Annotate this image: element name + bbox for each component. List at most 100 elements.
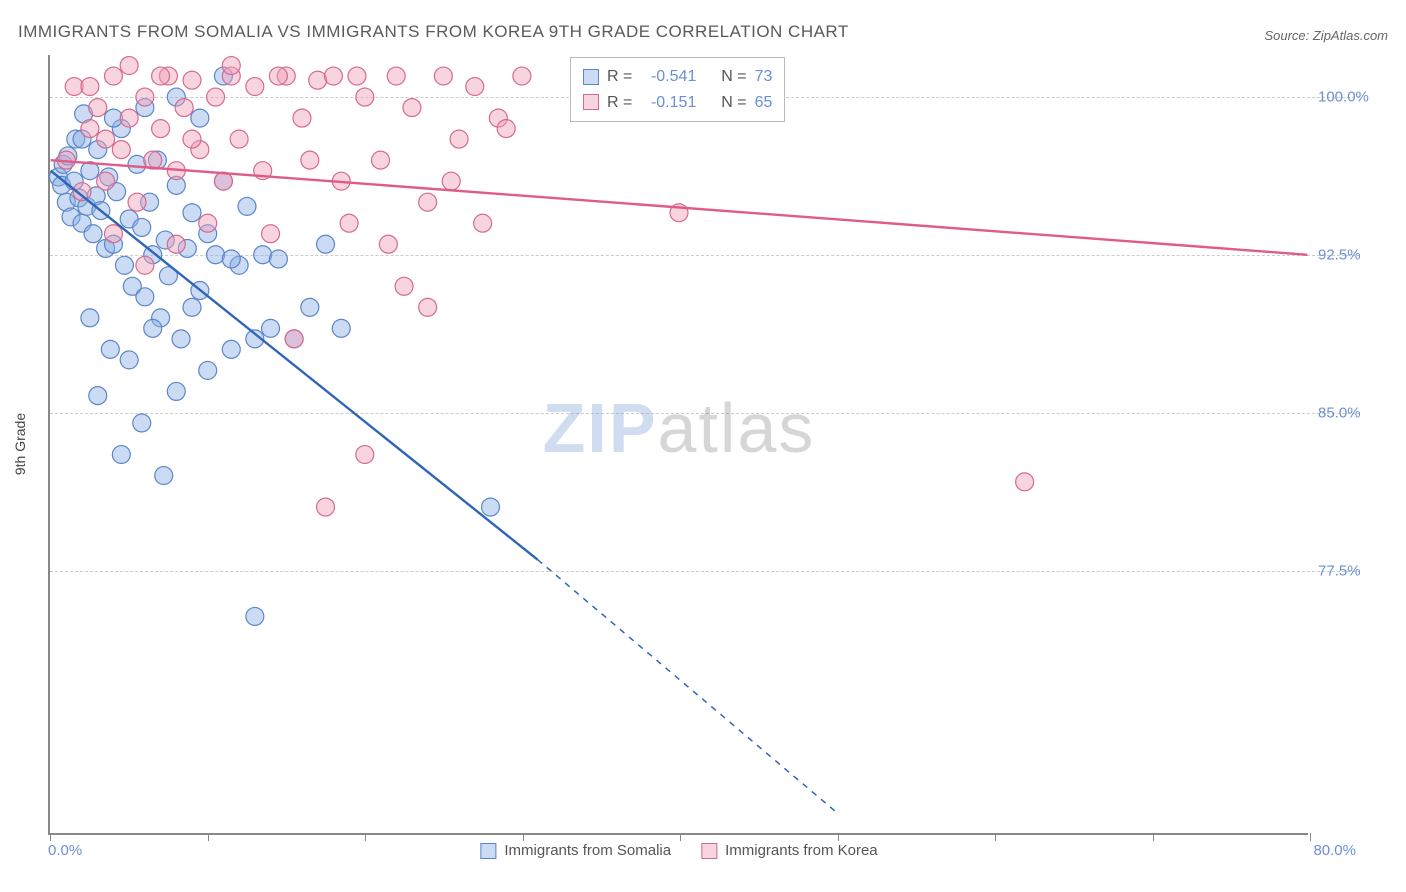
- x-tick: [365, 833, 366, 841]
- scatter-point-korea: [497, 120, 515, 138]
- scatter-point-korea: [112, 141, 130, 159]
- scatter-point-somalia: [246, 607, 264, 625]
- stats-r-value: -0.151: [640, 90, 696, 116]
- stats-r-label: R =: [607, 90, 632, 116]
- scatter-point-somalia: [332, 319, 350, 337]
- scatter-point-korea: [152, 120, 170, 138]
- scatter-point-korea: [104, 225, 122, 243]
- scatter-point-somalia: [222, 250, 240, 268]
- x-tick: [838, 833, 839, 841]
- scatter-point-somalia: [222, 340, 240, 358]
- scatter-point-korea: [395, 277, 413, 295]
- stats-legend-box: R = -0.541 N = 73R = -0.151 N = 65: [570, 57, 785, 122]
- scatter-point-somalia: [172, 330, 190, 348]
- scatter-point-korea: [356, 446, 374, 464]
- scatter-point-somalia: [101, 340, 119, 358]
- scatter-point-korea: [128, 193, 146, 211]
- stats-row-korea: R = -0.151 N = 65: [583, 90, 772, 116]
- scatter-point-korea: [1016, 473, 1034, 491]
- x-tick: [680, 833, 681, 841]
- stats-r-value: -0.541: [640, 64, 696, 90]
- scatter-point-korea: [152, 67, 170, 85]
- stats-swatch-icon: [583, 69, 599, 85]
- scatter-point-korea: [340, 214, 358, 232]
- scatter-point-korea: [136, 256, 154, 274]
- plot-area: 9th Grade 77.5%85.0%92.5%100.0% 0.0% 80.…: [48, 55, 1308, 835]
- scatter-point-korea: [301, 151, 319, 169]
- scatter-point-korea: [230, 130, 248, 148]
- scatter-point-somalia: [136, 288, 154, 306]
- scatter-point-somalia: [89, 387, 107, 405]
- scatter-point-korea: [356, 88, 374, 106]
- legend-label: Immigrants from Korea: [725, 842, 878, 859]
- scatter-point-somalia: [133, 414, 151, 432]
- scatter-point-korea: [97, 130, 115, 148]
- scatter-point-korea: [81, 120, 99, 138]
- scatter-point-somalia: [482, 498, 500, 516]
- x-tick: [50, 833, 51, 841]
- x-axis-max-label: 80.0%: [1313, 842, 1356, 859]
- scatter-point-somalia: [112, 446, 130, 464]
- scatter-point-korea: [293, 109, 311, 127]
- chart-title: IMMIGRANTS FROM SOMALIA VS IMMIGRANTS FR…: [18, 22, 849, 42]
- scatter-point-korea: [379, 235, 397, 253]
- scatter-point-korea: [136, 88, 154, 106]
- scatter-point-korea: [324, 67, 342, 85]
- scatter-point-korea: [269, 67, 287, 85]
- scatter-point-somalia: [133, 218, 151, 236]
- scatter-point-korea: [387, 67, 405, 85]
- scatter-point-korea: [419, 193, 437, 211]
- scatter-point-korea: [246, 78, 264, 96]
- scatter-point-korea: [120, 57, 138, 75]
- scatter-point-korea: [442, 172, 460, 190]
- scatter-point-korea: [120, 109, 138, 127]
- scatter-point-korea: [317, 498, 335, 516]
- scatter-point-somalia: [167, 382, 185, 400]
- stats-row-somalia: R = -0.541 N = 73: [583, 64, 772, 90]
- y-tick-label: 77.5%: [1318, 563, 1361, 580]
- scatter-point-korea: [372, 151, 390, 169]
- scatter-point-somalia: [207, 246, 225, 264]
- legend-item-korea: Immigrants from Korea: [701, 842, 878, 859]
- scatter-point-korea: [104, 67, 122, 85]
- scatter-point-somalia: [254, 246, 272, 264]
- scatter-point-korea: [167, 235, 185, 253]
- scatter-point-korea: [222, 57, 240, 75]
- scatter-point-korea: [434, 67, 452, 85]
- scatter-point-somalia: [84, 225, 102, 243]
- stats-swatch-icon: [583, 94, 599, 110]
- scatter-point-somalia: [155, 467, 173, 485]
- x-tick: [523, 833, 524, 841]
- scatter-point-somalia: [191, 109, 209, 127]
- scatter-point-somalia: [269, 250, 287, 268]
- scatter-point-korea: [309, 71, 327, 89]
- scatter-point-somalia: [120, 351, 138, 369]
- scatter-point-somalia: [183, 204, 201, 222]
- x-tick: [995, 833, 996, 841]
- scatter-point-korea: [214, 172, 232, 190]
- x-tick: [208, 833, 209, 841]
- stats-n-value: 65: [755, 90, 773, 116]
- scatter-point-somalia: [115, 256, 133, 274]
- stats-n-value: 73: [755, 64, 773, 90]
- legend-label: Immigrants from Somalia: [504, 842, 671, 859]
- scatter-point-korea: [97, 172, 115, 190]
- scatter-point-somalia: [262, 319, 280, 337]
- scatter-point-korea: [450, 130, 468, 148]
- y-tick-label: 92.5%: [1318, 247, 1361, 264]
- scatter-point-somalia: [128, 155, 146, 173]
- scatter-point-korea: [175, 99, 193, 117]
- legend-item-somalia: Immigrants from Somalia: [480, 842, 671, 859]
- legend-bottom: Immigrants from Somalia Immigrants from K…: [480, 842, 877, 859]
- scatter-point-korea: [285, 330, 303, 348]
- scatter-point-korea: [199, 214, 217, 232]
- scatter-point-somalia: [144, 319, 162, 337]
- scatter-point-korea: [474, 214, 492, 232]
- y-axis-title: 9th Grade: [12, 413, 28, 475]
- stats-n-label: N =: [721, 90, 746, 116]
- legend-swatch-icon: [701, 843, 717, 859]
- scatter-point-korea: [207, 88, 225, 106]
- scatter-point-korea: [183, 130, 201, 148]
- stats-n-label: N =: [721, 64, 746, 90]
- scatter-point-korea: [403, 99, 421, 117]
